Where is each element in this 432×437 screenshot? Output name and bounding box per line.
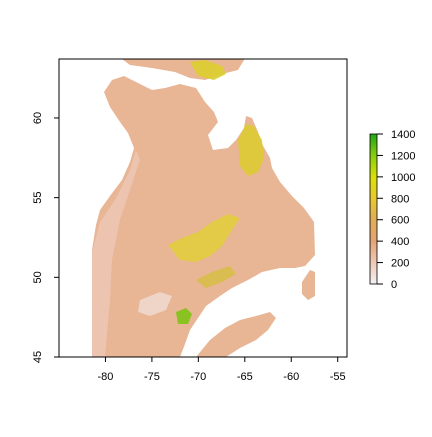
south-shore (196, 312, 276, 357)
newfoundland (302, 270, 315, 300)
legend-tick-label: 600 (391, 215, 409, 227)
color-legend: 0 200 400 600 800 1000 1200 1400 (369, 129, 415, 291)
highland-laurentian (196, 266, 236, 288)
raster-layer (92, 59, 315, 357)
legend-ticks: 0 200 400 600 800 1000 1200 1400 (377, 129, 415, 291)
lowland-strip (138, 292, 172, 316)
x-tick-label: -60 (283, 371, 299, 383)
land-area (92, 76, 315, 357)
highland-north (190, 60, 226, 80)
x-axis: -80 -75 -70 -65 -60 -55 (97, 357, 346, 383)
y-tick-label: 55 (32, 192, 44, 204)
x-tick-label: -80 (97, 371, 113, 383)
x-tick-label: -55 (330, 371, 346, 383)
legend-colorbar (369, 133, 378, 285)
legend-tick-label: 1400 (391, 129, 415, 141)
highland-yellow (168, 214, 240, 262)
legend-tick-label: 1200 (391, 150, 415, 162)
y-tick-label: 50 (32, 271, 44, 283)
highland-labrador (238, 124, 264, 176)
legend-tick-label: 400 (391, 236, 409, 248)
x-tick-label: -70 (190, 371, 206, 383)
legend-tick-label: 1000 (391, 172, 415, 184)
y-tick-label: 45 (32, 351, 44, 363)
x-tick-label: -75 (144, 371, 160, 383)
y-tick-label: 60 (32, 112, 44, 124)
legend-tick-label: 800 (391, 193, 409, 205)
land-area-north (122, 59, 244, 80)
coastal-lowland (92, 150, 140, 357)
x-tick-label: -65 (237, 371, 253, 383)
legend-tick-label: 200 (391, 258, 409, 270)
y-axis: 45 50 55 60 (32, 112, 59, 363)
legend-tick-label: 0 (391, 279, 397, 291)
plot-panel (58, 58, 348, 358)
highland-green (176, 308, 192, 324)
